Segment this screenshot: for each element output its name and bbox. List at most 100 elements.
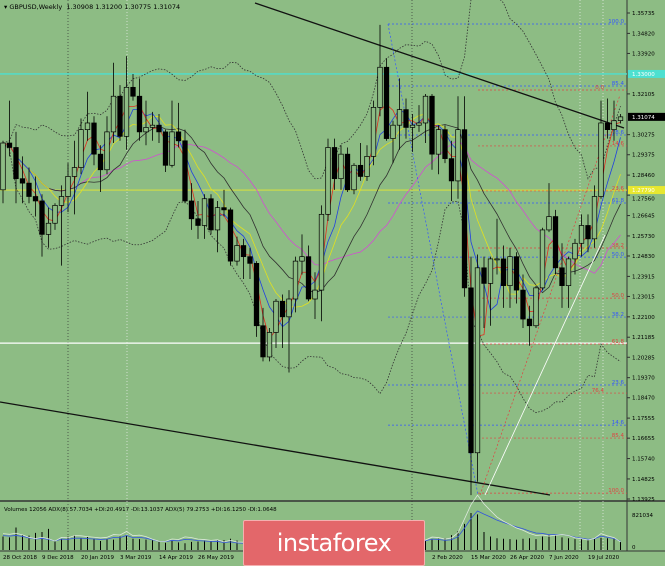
candle[interactable]: [403, 109, 409, 128]
candle[interactable]: [572, 242, 578, 260]
candle[interactable]: [45, 222, 52, 235]
upper-trendline[interactable]: [254, 2, 625, 129]
candle[interactable]: [286, 298, 292, 318]
candle[interactable]: [455, 129, 461, 182]
candle[interactable]: [533, 287, 539, 327]
candle[interactable]: [253, 263, 260, 327]
candle[interactable]: [117, 95, 123, 137]
candle[interactable]: [513, 256, 520, 291]
candle[interactable]: [279, 300, 286, 318]
candle[interactable]: [617, 116, 624, 121]
candle[interactable]: [435, 129, 442, 155]
candle[interactable]: [481, 267, 487, 284]
candle[interactable]: [39, 200, 45, 235]
candle[interactable]: [13, 147, 19, 180]
candle[interactable]: [500, 258, 507, 286]
candle[interactable]: [208, 198, 214, 231]
lower-trendline[interactable]: [0, 401, 551, 496]
candle[interactable]: [559, 267, 565, 286]
candle[interactable]: [390, 124, 396, 139]
candle[interactable]: [604, 122, 611, 131]
candle[interactable]: [526, 318, 533, 327]
candle[interactable]: [260, 325, 266, 358]
candle[interactable]: [143, 127, 149, 133]
candle[interactable]: [409, 124, 416, 128]
candle[interactable]: [26, 182, 32, 197]
candle[interactable]: [214, 207, 221, 231]
candle[interactable]: [84, 122, 91, 131]
candle[interactable]: [468, 287, 474, 454]
candle[interactable]: [585, 225, 591, 240]
candle[interactable]: [195, 218, 201, 226]
candle[interactable]: [325, 147, 331, 215]
candle[interactable]: [97, 153, 104, 171]
candle[interactable]: [188, 200, 195, 220]
candle[interactable]: [344, 153, 351, 191]
candle[interactable]: [247, 256, 253, 264]
candle[interactable]: [240, 245, 247, 258]
candle[interactable]: [474, 267, 481, 454]
candle[interactable]: [364, 156, 370, 177]
candle[interactable]: [338, 153, 344, 180]
candle[interactable]: [370, 107, 377, 157]
candle[interactable]: [396, 109, 403, 126]
candle[interactable]: [6, 142, 13, 148]
candle[interactable]: [377, 66, 383, 108]
candle[interactable]: [32, 196, 39, 202]
candle[interactable]: [507, 256, 513, 286]
candle[interactable]: [201, 198, 208, 226]
candle[interactable]: [318, 213, 325, 291]
candle[interactable]: [448, 158, 455, 182]
candle[interactable]: [487, 258, 494, 284]
candle[interactable]: [91, 122, 97, 155]
candle[interactable]: [110, 95, 117, 133]
candle[interactable]: [520, 289, 526, 320]
candle[interactable]: [78, 129, 84, 168]
candle[interactable]: [227, 209, 234, 262]
candle[interactable]: [461, 129, 468, 289]
candle[interactable]: [429, 95, 435, 155]
candle[interactable]: [578, 225, 585, 244]
candle[interactable]: [416, 122, 422, 126]
candle[interactable]: [149, 124, 156, 128]
candle[interactable]: [234, 245, 240, 262]
candle[interactable]: [611, 120, 617, 131]
candle[interactable]: [71, 167, 78, 177]
candle[interactable]: [357, 164, 364, 177]
candle[interactable]: [598, 122, 604, 197]
candle[interactable]: [19, 178, 26, 184]
candle[interactable]: [221, 207, 227, 211]
candle[interactable]: [156, 124, 162, 133]
candle[interactable]: [312, 289, 318, 300]
candle[interactable]: [273, 300, 279, 333]
candle[interactable]: [299, 256, 305, 262]
candle[interactable]: [422, 95, 429, 124]
candle[interactable]: [539, 229, 546, 289]
support-trendline[interactable]: [484, 234, 606, 496]
candle[interactable]: [305, 256, 312, 300]
candle[interactable]: [182, 140, 188, 202]
candle[interactable]: [292, 260, 299, 300]
candle[interactable]: [494, 258, 500, 261]
candle[interactable]: [331, 147, 338, 180]
candle[interactable]: [266, 332, 273, 358]
candle[interactable]: [0, 142, 6, 191]
candle[interactable]: [130, 86, 136, 97]
candle[interactable]: [351, 164, 357, 191]
candle[interactable]: [442, 129, 448, 159]
candle[interactable]: [552, 216, 559, 269]
candle[interactable]: [123, 86, 130, 137]
candle[interactable]: [58, 196, 65, 206]
candle[interactable]: [136, 95, 143, 133]
candle[interactable]: [175, 131, 182, 142]
candle[interactable]: [104, 131, 110, 171]
candle[interactable]: [52, 205, 58, 224]
candle[interactable]: [565, 258, 572, 286]
candle[interactable]: [162, 131, 169, 166]
candle[interactable]: [169, 131, 175, 166]
candle[interactable]: [65, 176, 71, 197]
candle[interactable]: [546, 216, 552, 231]
candle[interactable]: [383, 66, 390, 139]
candle[interactable]: [591, 196, 598, 240]
